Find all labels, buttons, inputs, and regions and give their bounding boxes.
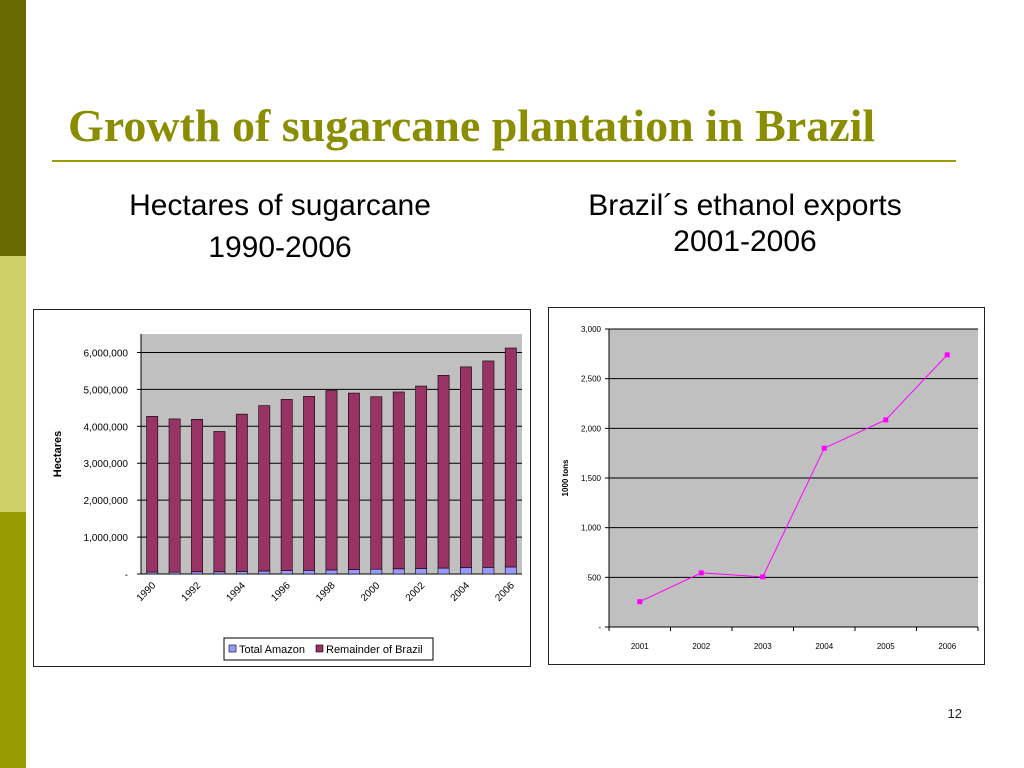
bar-remainder-of-brazil: [348, 392, 360, 570]
bar-remainder-of-brazil: [258, 405, 271, 572]
x-tick-label: 2005: [877, 642, 895, 651]
bar-total-amazon: [280, 570, 293, 575]
bar-remainder-of-brazil: [504, 347, 517, 568]
right-chart-heading: Brazil´s ethanol exports 2001-2006: [520, 188, 970, 260]
y-tick-label: -: [598, 623, 601, 632]
y-tick-label: 2,000: [581, 424, 602, 433]
bar-total-amazon: [504, 566, 517, 575]
bar-total-amazon: [191, 571, 203, 575]
bar-total-amazon: [213, 571, 226, 575]
y-axis-title: Hectares: [52, 431, 64, 477]
bar-total-amazon: [348, 569, 360, 575]
y-tick-label: 2,000,000: [84, 496, 129, 507]
y-tick-label: 6,000,000: [84, 348, 129, 359]
x-tick-label: 2004: [815, 642, 833, 651]
side-bar-bottom: [0, 512, 26, 768]
x-tick-label: 1996: [269, 580, 293, 604]
data-point-marker: [637, 599, 643, 605]
bar-total-amazon: [258, 570, 271, 575]
y-tick-label: 500: [588, 573, 602, 582]
bar-total-amazon: [460, 567, 472, 575]
bar-remainder-of-brazil: [370, 396, 383, 570]
bar-remainder-of-brazil: [191, 418, 203, 573]
x-tick-label: 2000: [359, 580, 383, 604]
x-tick-label: 2004: [449, 580, 473, 604]
y-tick-label: 4,000,000: [84, 422, 129, 433]
legend-swatch-remainder-of-brazil: [315, 644, 324, 653]
slide-number: 12: [947, 706, 962, 721]
legend-label-remainder-of-brazil: Remainder of Brazil: [326, 644, 423, 656]
side-bar-top: [0, 0, 26, 256]
legend-swatch-total-amazon: [228, 644, 237, 653]
exports-series-line: [639, 354, 948, 603]
x-tick-label: 1994: [224, 580, 248, 604]
exports-line-chart: - 500 1,000 1,500 2,000 2,500 3,000 2001 2002 200…: [561, 325, 979, 651]
bar-remainder-of-brazil: [280, 399, 293, 571]
right-heading-line1: Brazil´s ethanol exports: [588, 189, 902, 222]
y-tick-label: 3,000: [581, 325, 602, 334]
y-axis-title: 1000 tons: [561, 459, 570, 496]
bar-remainder-of-brazil: [146, 416, 159, 573]
bar-remainder-of-brazil: [392, 391, 405, 570]
y-tick-label: 1,000: [581, 524, 602, 533]
y-tick-label: 5,000,000: [84, 385, 129, 396]
bar-total-amazon: [370, 568, 383, 575]
bar-total-amazon: [482, 567, 495, 575]
bar-remainder-of-brazil: [482, 360, 495, 568]
y-tick-label: -: [125, 570, 128, 581]
left-heading-line1: Hectares of sugarcane: [129, 189, 431, 222]
y-tick-label: 1,000,000: [84, 533, 129, 544]
y-tick-label: 1,500: [581, 474, 602, 483]
bar-remainder-of-brazil: [303, 396, 315, 571]
x-tick-label: 2006: [938, 642, 956, 651]
bar-remainder-of-brazil: [460, 366, 472, 569]
legend-box: [223, 637, 434, 661]
bar-remainder-of-brazil: [213, 431, 226, 573]
hectares-chart-frame: - 1,000,000 2,000,000 3,000,000 4,000,000 5,0…: [33, 309, 531, 667]
x-tick-label: 1998: [314, 580, 338, 604]
x-tick-label: 2002: [692, 642, 710, 651]
bar-remainder-of-brazil: [325, 390, 338, 571]
data-point-marker: [698, 570, 704, 576]
bar-total-amazon: [415, 568, 428, 575]
data-point-marker: [760, 574, 766, 580]
x-tick-label: 2001: [631, 642, 649, 651]
bar-total-amazon: [303, 570, 315, 575]
bar-total-amazon: [437, 567, 450, 575]
bar-remainder-of-brazil: [235, 413, 248, 572]
bar-remainder-of-brazil: [437, 375, 450, 569]
bar-total-amazon: [392, 568, 405, 575]
x-tick-label: 1992: [180, 580, 204, 604]
y-tick-label: 3,000,000: [84, 459, 129, 470]
bar-remainder-of-brazil: [415, 385, 428, 569]
x-tick-label: 2002: [404, 580, 428, 604]
y-tick-label: 2,500: [581, 375, 602, 384]
left-chart-heading: Hectares of sugarcane 1990-2006: [60, 188, 500, 266]
right-heading-line2: 2001-2006: [673, 225, 817, 258]
legend-label-total-amazon: Total Amazon: [239, 644, 305, 656]
bar-remainder-of-brazil: [168, 418, 181, 573]
slide-title: Growth of sugarcane plantation in Brazil: [68, 100, 876, 151]
side-bar-middle: [0, 256, 26, 512]
bar-total-amazon: [325, 569, 338, 575]
x-tick-label: 2006: [493, 580, 517, 604]
x-tick-label: 1990: [135, 580, 159, 604]
title-underline: [52, 160, 956, 162]
data-point-marker: [944, 352, 950, 358]
x-tick-label: 2003: [754, 642, 772, 651]
hectares-bar-chart: - 1,000,000 2,000,000 3,000,000 4,000,000 5,0…: [52, 334, 522, 661]
left-heading-line2: 1990-2006: [208, 231, 352, 264]
data-point-marker: [883, 417, 889, 423]
data-point-marker: [821, 445, 827, 451]
exports-chart-frame: - 500 1,000 1,500 2,000 2,500 3,000 2001 2002 200…: [548, 307, 985, 665]
bar-total-amazon: [235, 571, 248, 575]
